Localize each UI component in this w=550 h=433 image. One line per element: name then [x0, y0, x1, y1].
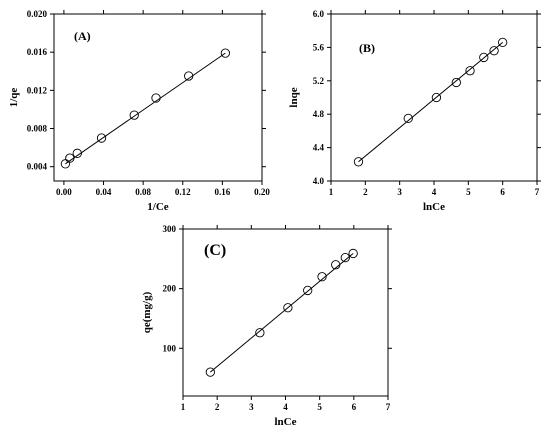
plot-frame — [330, 13, 538, 182]
x-tick-label: 0.04 — [96, 187, 112, 197]
fit-line — [210, 253, 354, 373]
data-point — [331, 260, 341, 270]
x-tick-label: 7 — [386, 402, 391, 412]
x-tick-label: 5 — [466, 187, 471, 197]
data-point — [340, 252, 350, 263]
x-tick-label: 2 — [215, 402, 220, 412]
y-tick-label: 0.008 — [27, 124, 48, 134]
y-tick-label: 0.004 — [27, 162, 48, 172]
x-tick-label: 0.08 — [135, 187, 151, 197]
y-axis-title: lnqe — [288, 87, 300, 107]
data-point — [489, 46, 499, 56]
data-point — [60, 159, 71, 169]
data-point — [129, 110, 139, 120]
x-tick-label: 2 — [363, 187, 368, 197]
x-tick-label: 3 — [397, 187, 402, 197]
y-tick-label: 200 — [163, 284, 177, 294]
x-tick-label: 1 — [181, 402, 186, 412]
panel-label: (A) — [74, 29, 91, 43]
x-tick-label: 0.16 — [215, 187, 231, 197]
y-tick-label: 300 — [163, 224, 177, 234]
y-tick-label: 0.020 — [27, 9, 48, 19]
y-tick-label: 4.4 — [313, 143, 325, 153]
data-point — [205, 367, 215, 377]
x-axis-title: lnCe — [423, 201, 445, 213]
y-tick-label: 4.8 — [313, 109, 325, 119]
x-tick-label: 0.12 — [175, 187, 191, 197]
x-tick-label: 5 — [317, 402, 322, 412]
plot-frame — [53, 13, 263, 182]
y-tick-label: 0.012 — [27, 85, 48, 95]
data-point — [220, 48, 231, 58]
data-point — [348, 248, 358, 259]
data-point — [403, 113, 413, 124]
data-point — [255, 328, 265, 338]
x-axis-title: 1/Ce — [147, 201, 169, 213]
fit-line — [65, 52, 226, 165]
y-axis-title: 1/qe — [8, 88, 20, 108]
y-axis-title: qe(mg/g) — [141, 291, 153, 333]
data-point — [283, 303, 293, 313]
data-point — [465, 66, 475, 76]
x-tick-label: 3 — [249, 402, 254, 412]
data-point — [303, 285, 313, 296]
x-tick-label: 0.00 — [56, 187, 72, 197]
data-point — [451, 77, 461, 88]
y-tick-label: 5.6 — [313, 42, 325, 52]
y-tick-label: 6.0 — [313, 9, 325, 19]
panel-label: (C) — [204, 242, 226, 259]
data-point — [317, 272, 327, 282]
x-tick-label: 4 — [283, 402, 288, 412]
x-tick-label: 6 — [500, 187, 505, 197]
x-tick-label: 6 — [352, 402, 357, 412]
panel-b: 1 2 3 4 5 6 7 4.0 4.4 4.8 5.2 5.6 6.0 lnCe lnqe (B) — [288, 9, 541, 213]
panel-a: 0.00 0.04 0.08 0.12 0.16 0.20 0.004 0.008 0.012 0… — [8, 9, 270, 213]
x-axis-title: lnCe — [275, 416, 297, 428]
data-point — [184, 71, 194, 81]
data-point — [353, 157, 364, 167]
x-tick-label: 1 — [329, 187, 334, 197]
fit-line — [358, 42, 503, 163]
panel-c: 1 2 3 4 5 6 7 100 200 300 lnCe qe(mg/g) (C) — [141, 224, 392, 428]
data-point — [498, 37, 508, 48]
data-point — [72, 148, 82, 158]
data-point — [151, 93, 161, 103]
data-point — [96, 133, 107, 143]
y-tick-label: 4.0 — [313, 176, 325, 186]
data-point — [479, 52, 489, 63]
x-tick-label: 7 — [535, 187, 540, 197]
data-point — [65, 153, 75, 163]
x-tick-label: 4 — [432, 187, 437, 197]
panel-label: (B) — [359, 41, 375, 55]
y-tick-label: 100 — [163, 343, 177, 353]
y-tick-label: 5.2 — [313, 76, 325, 86]
y-tick-label: 0.016 — [27, 47, 48, 57]
data-point — [431, 92, 442, 103]
x-tick-label: 0.20 — [254, 187, 270, 197]
